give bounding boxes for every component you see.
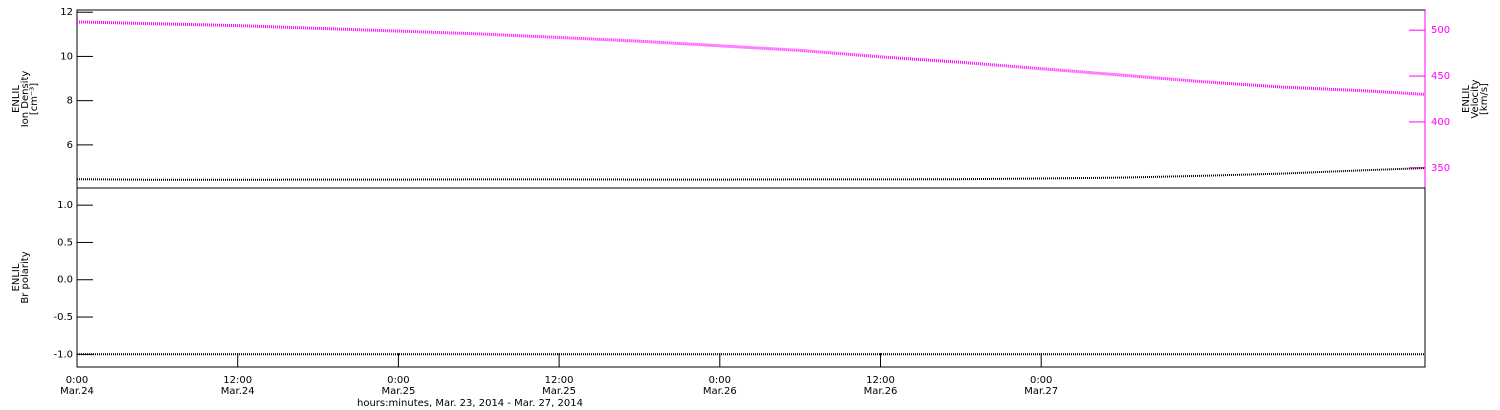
plot-frame (76, 187, 1426, 368)
x-tick-label: 0:00 (1030, 375, 1052, 386)
y-tick-label: 12 (60, 7, 73, 18)
y2-label: [km/s] (1479, 83, 1490, 115)
x-tick-label: Mar.27 (1024, 386, 1058, 397)
x-tick-label: Mar.26 (703, 386, 737, 397)
y-tick-label: 8 (67, 96, 73, 107)
y-tick-label: -0.5 (53, 312, 73, 323)
x-tick-label: Mar.25 (542, 386, 576, 397)
x-tick-label: 0:00 (709, 375, 731, 386)
y2-tick-label: 400 (1431, 117, 1450, 128)
y2-tick-label: 500 (1431, 25, 1450, 36)
y-label: ENLIL (11, 85, 22, 113)
x-tick-label: 12:00 (223, 375, 252, 386)
x-tick-label: Mar.24 (221, 386, 255, 397)
y-tick-label: 1.0 (57, 200, 73, 211)
y2-tick-label: 350 (1431, 163, 1450, 174)
data-line (76, 20, 1426, 96)
x-tick-label: Mar.24 (60, 386, 94, 397)
y-tick-label: 6 (67, 140, 73, 151)
x-tick-label: 0:00 (66, 375, 88, 386)
y-label: ENLIL (11, 263, 22, 291)
y-tick-label: 0.5 (57, 237, 73, 248)
x-tick-label: 12:00 (545, 375, 574, 386)
y2-label: Velocity (1470, 79, 1481, 118)
data-line (76, 167, 1426, 181)
y2-label: ENLIL (1461, 85, 1472, 113)
x-tick-label: Mar.25 (381, 386, 415, 397)
plot-frame (76, 9, 1426, 189)
y-tick-label: -1.0 (53, 349, 73, 360)
y2-tick-label: 450 (1431, 71, 1450, 82)
x-tick-label: Mar.26 (864, 386, 898, 397)
y-label: Br polarity (20, 251, 31, 303)
x-tick-label: 0:00 (387, 375, 409, 386)
y-label: Ion Density (20, 71, 31, 128)
x-tick-label: 12:00 (866, 375, 895, 386)
y-tick-label: 10 (60, 51, 73, 62)
x-axis-title: hours:minutes, Mar. 23, 2014 - Mar. 27, … (357, 398, 583, 409)
y-tick-label: 0.0 (57, 275, 73, 286)
y-label: [cm⁻³] (29, 83, 40, 115)
